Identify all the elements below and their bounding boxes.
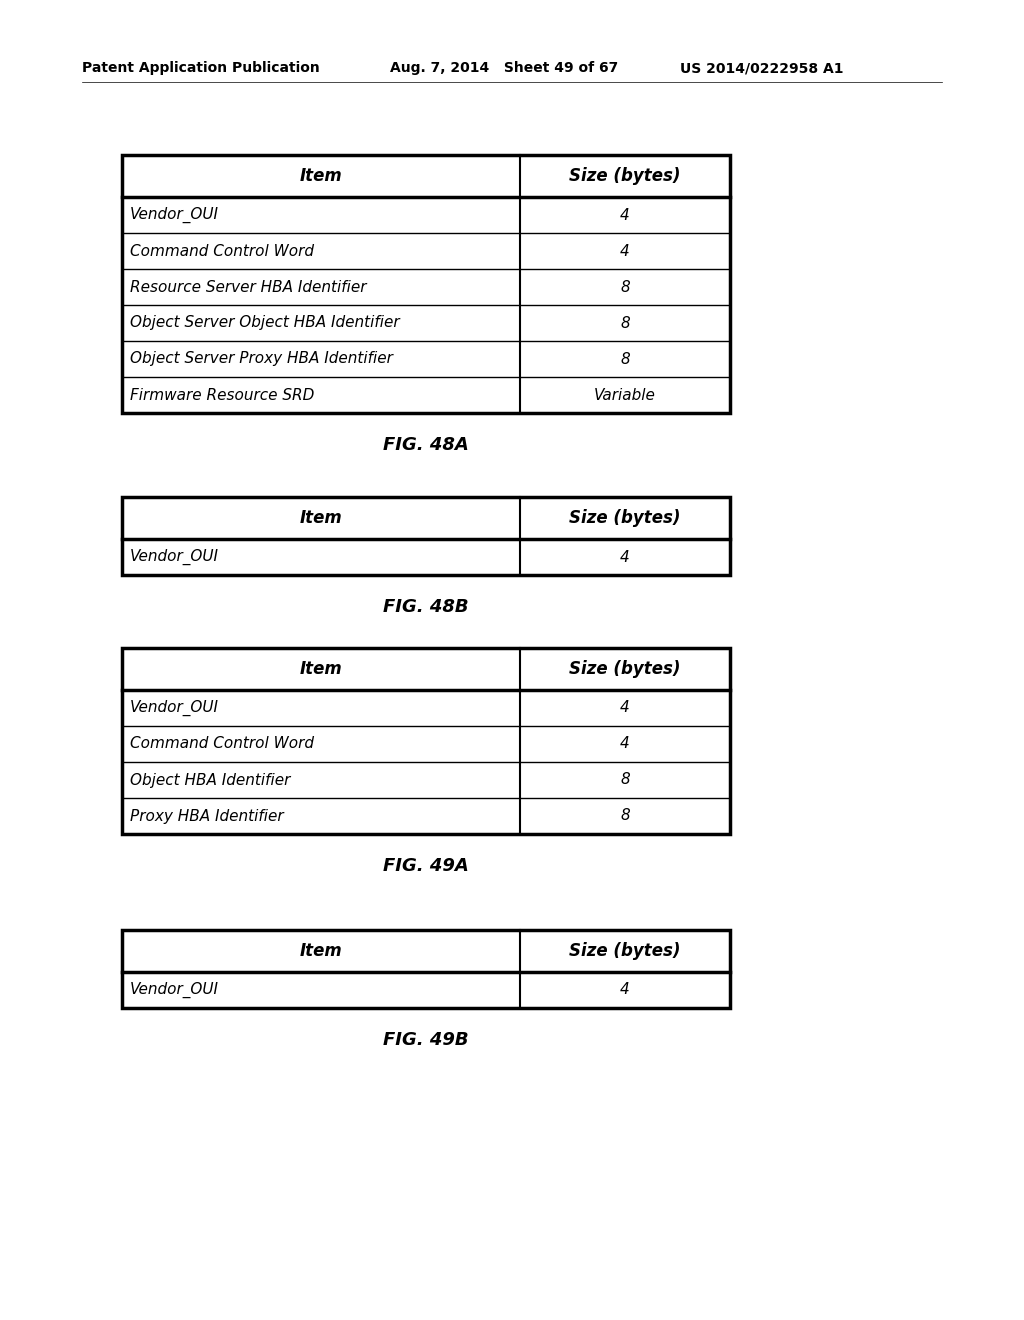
Text: 8: 8 [621, 280, 630, 294]
Text: Item: Item [300, 168, 342, 185]
Text: Item: Item [300, 660, 342, 678]
Text: Resource Server HBA Identifier: Resource Server HBA Identifier [130, 280, 367, 294]
Bar [122, 154, 730, 413]
Text: Command Control Word: Command Control Word [130, 243, 314, 259]
Text: 4: 4 [621, 737, 630, 751]
Text: FIG. 48A: FIG. 48A [383, 436, 469, 454]
Text: Command Control Word: Command Control Word [130, 737, 314, 751]
Text: Object HBA Identifier: Object HBA Identifier [130, 772, 291, 788]
Text: Size (bytes): Size (bytes) [569, 168, 681, 185]
Text: Size (bytes): Size (bytes) [569, 510, 681, 527]
Text: Variable: Variable [594, 388, 656, 403]
Text: Proxy HBA Identifier: Proxy HBA Identifier [130, 808, 284, 824]
Text: 4: 4 [621, 701, 630, 715]
Text: 4: 4 [621, 243, 630, 259]
Text: 4: 4 [621, 207, 630, 223]
Text: Size (bytes): Size (bytes) [569, 660, 681, 678]
Text: 4: 4 [621, 982, 630, 998]
Text: Aug. 7, 2014   Sheet 49 of 67: Aug. 7, 2014 Sheet 49 of 67 [390, 61, 618, 75]
Text: Object Server Object HBA Identifier: Object Server Object HBA Identifier [130, 315, 399, 330]
Text: 8: 8 [621, 351, 630, 367]
Text: Vendor_OUI: Vendor_OUI [130, 549, 219, 565]
Text: Vendor_OUI: Vendor_OUI [130, 982, 219, 998]
Text: 4: 4 [621, 549, 630, 565]
Text: FIG. 49B: FIG. 49B [383, 1031, 469, 1049]
Text: US 2014/0222958 A1: US 2014/0222958 A1 [680, 61, 844, 75]
Text: 8: 8 [621, 772, 630, 788]
Text: Vendor_OUI: Vendor_OUI [130, 700, 219, 717]
Text: Object Server Proxy HBA Identifier: Object Server Proxy HBA Identifier [130, 351, 393, 367]
Text: FIG. 48B: FIG. 48B [383, 598, 469, 616]
Bar [122, 931, 730, 1008]
Text: Patent Application Publication: Patent Application Publication [82, 61, 319, 75]
Text: Item: Item [300, 942, 342, 960]
Text: Item: Item [300, 510, 342, 527]
Bar [122, 648, 730, 834]
Text: FIG. 49A: FIG. 49A [383, 857, 469, 875]
Text: Vendor_OUI: Vendor_OUI [130, 207, 219, 223]
Bar [122, 498, 730, 576]
Text: Size (bytes): Size (bytes) [569, 942, 681, 960]
Text: Firmware Resource SRD: Firmware Resource SRD [130, 388, 314, 403]
Text: 8: 8 [621, 808, 630, 824]
Text: 8: 8 [621, 315, 630, 330]
